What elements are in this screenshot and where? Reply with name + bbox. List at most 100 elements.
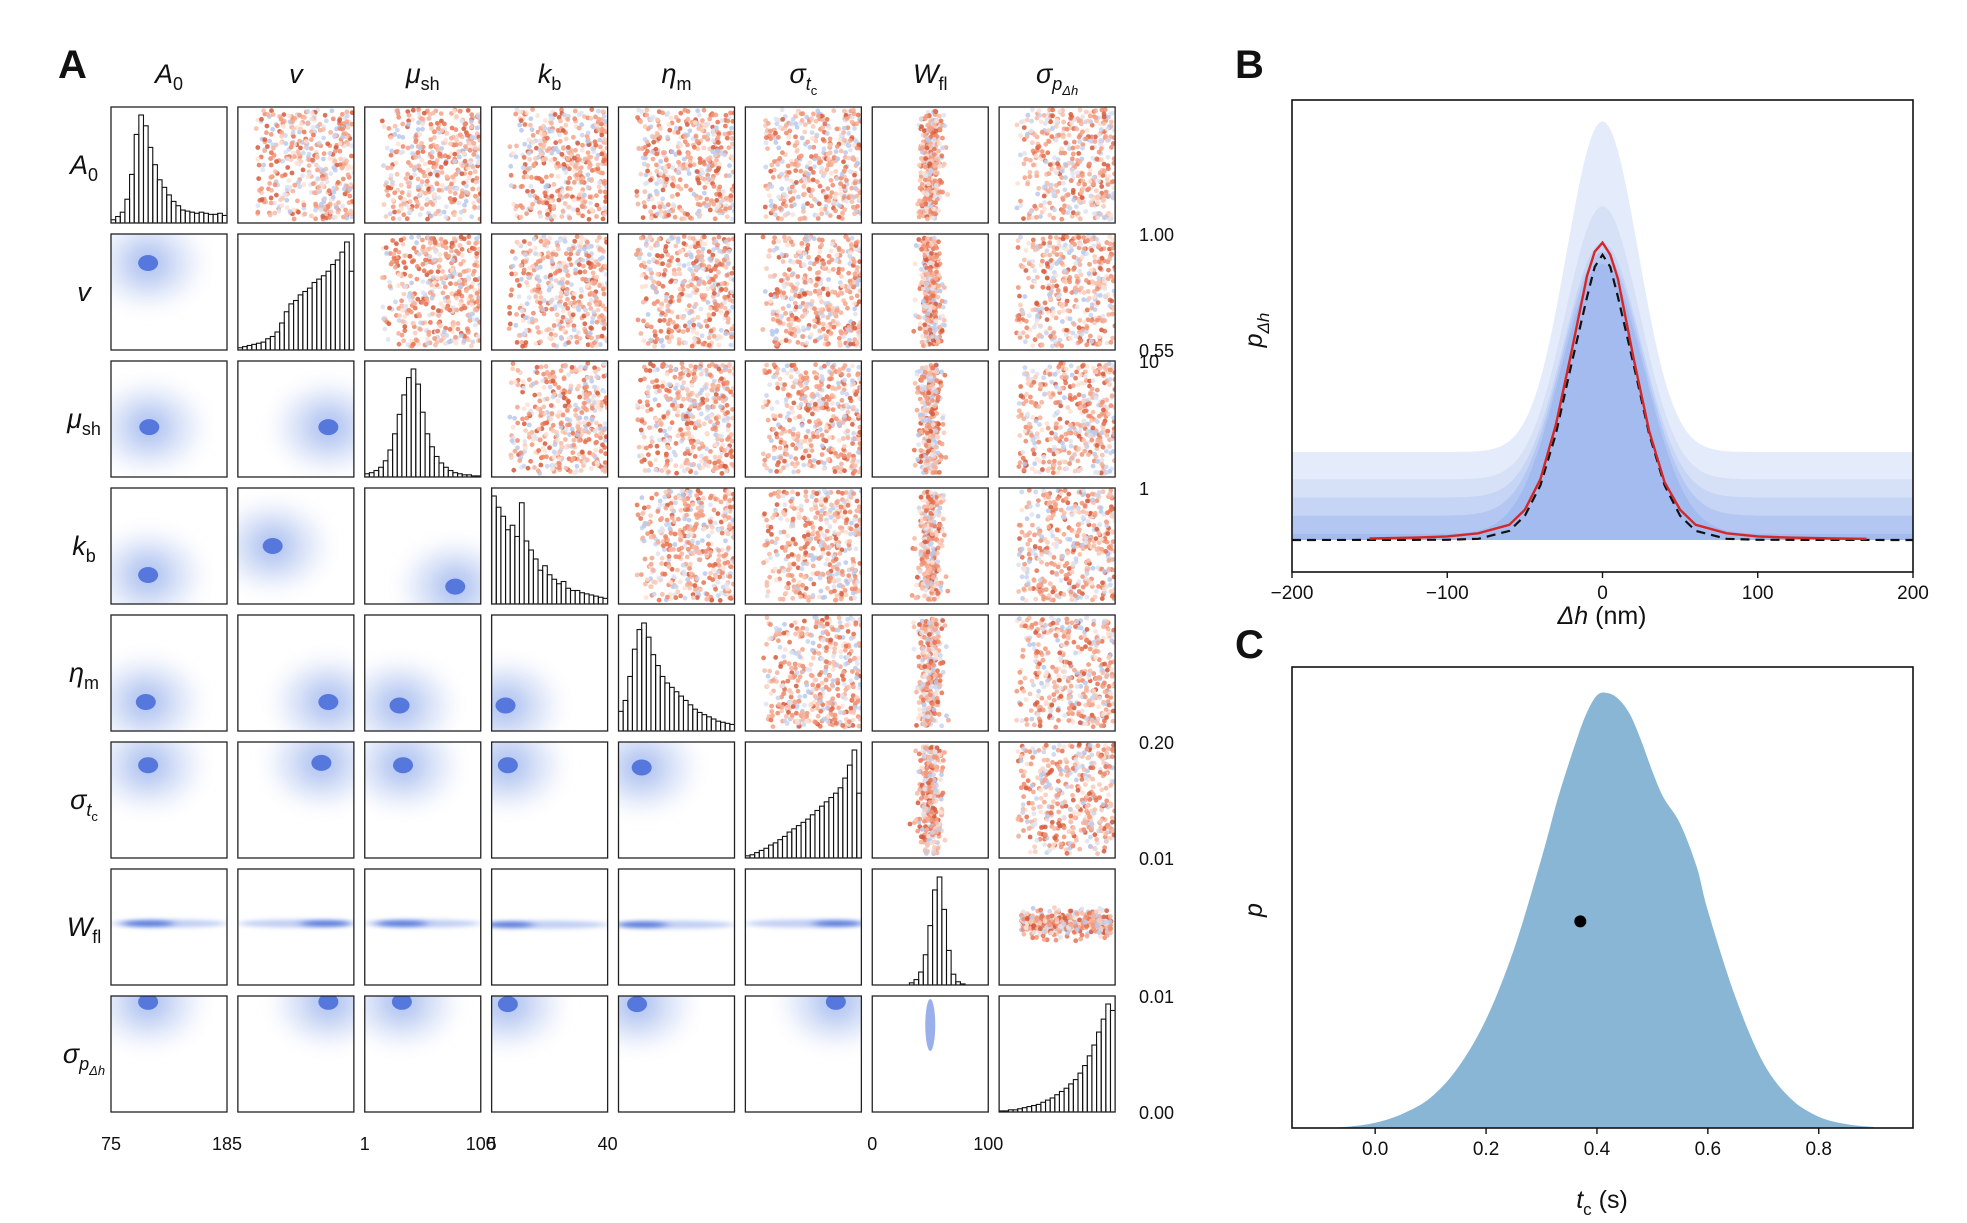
scatter-point bbox=[710, 176, 716, 182]
scatter-point bbox=[434, 181, 440, 187]
scatter-point bbox=[660, 283, 666, 289]
scatter-point bbox=[596, 184, 602, 190]
panel-a-label: A bbox=[58, 43, 87, 87]
scatter-point bbox=[800, 341, 805, 347]
scatter-point bbox=[777, 156, 783, 161]
scatter-point bbox=[828, 248, 834, 254]
scatter-point bbox=[672, 214, 678, 220]
scatter-point bbox=[1087, 171, 1092, 177]
scatter-point bbox=[648, 177, 653, 183]
scatter-point bbox=[917, 315, 922, 320]
scatter-cell bbox=[998, 106, 1116, 224]
scatter-point bbox=[695, 241, 701, 246]
scatter-point bbox=[560, 208, 566, 214]
scatter-point bbox=[261, 162, 266, 168]
scatter-point bbox=[535, 259, 541, 264]
scatter-point bbox=[264, 123, 270, 129]
scatter-point bbox=[473, 179, 479, 185]
scatter-point bbox=[785, 276, 791, 281]
scatter-point bbox=[932, 193, 938, 199]
scatter-point bbox=[398, 182, 404, 188]
scatter-point bbox=[722, 294, 728, 300]
scatter-point bbox=[457, 154, 462, 160]
scatter-point bbox=[445, 299, 451, 304]
scatter-point bbox=[933, 183, 939, 188]
scatter-point bbox=[670, 175, 676, 181]
scatter-point bbox=[1039, 129, 1045, 135]
scatter-point bbox=[691, 191, 697, 197]
scatter-point bbox=[437, 252, 443, 257]
scatter-point bbox=[390, 216, 396, 221]
scatter-point bbox=[315, 176, 321, 182]
scatter-point bbox=[847, 250, 853, 255]
scatter-point bbox=[570, 312, 576, 318]
scatter-point bbox=[1029, 140, 1035, 146]
scatter-point bbox=[1038, 203, 1044, 208]
scatter-point bbox=[413, 133, 419, 139]
scatter-point bbox=[528, 116, 534, 122]
scatter-point bbox=[473, 241, 478, 246]
scatter-point bbox=[1093, 115, 1099, 121]
scatter-point bbox=[534, 145, 539, 151]
scatter-point bbox=[687, 293, 693, 299]
scatter-point bbox=[1067, 206, 1073, 211]
scatter-point bbox=[1092, 174, 1097, 180]
scatter-point bbox=[432, 198, 438, 204]
scatter-point bbox=[722, 305, 728, 311]
scatter-point bbox=[520, 165, 526, 171]
scatter-point bbox=[298, 145, 303, 151]
scatter-point bbox=[456, 200, 462, 206]
scatter-point bbox=[760, 327, 766, 332]
scatter-point bbox=[462, 158, 468, 164]
scatter-point bbox=[603, 199, 608, 204]
scatter-point bbox=[1041, 153, 1046, 159]
scatter-point bbox=[707, 256, 713, 262]
histogram-bar bbox=[207, 213, 214, 223]
scatter-point bbox=[465, 326, 470, 332]
histogram-bar bbox=[193, 212, 200, 223]
scatter-point bbox=[646, 259, 652, 265]
scatter-point bbox=[778, 278, 784, 283]
scatter-point bbox=[434, 172, 440, 178]
scatter-point bbox=[588, 298, 594, 303]
scatter-point bbox=[467, 314, 473, 320]
scatter-point bbox=[637, 255, 642, 261]
scatter-point bbox=[340, 134, 345, 140]
scatter-point bbox=[337, 118, 342, 123]
scatter-point bbox=[578, 165, 584, 171]
scatter-point bbox=[407, 253, 413, 259]
scatter-point bbox=[770, 317, 776, 322]
scatter-point bbox=[917, 178, 923, 183]
scatter-point bbox=[1091, 211, 1097, 217]
scatter-point bbox=[714, 148, 720, 154]
scatter-point bbox=[339, 165, 345, 171]
scatter-point bbox=[686, 261, 692, 267]
scatter-point bbox=[385, 185, 391, 190]
scatter-point bbox=[429, 154, 435, 160]
scatter-point bbox=[595, 162, 601, 168]
scatter-point bbox=[707, 279, 712, 285]
scatter-point bbox=[563, 122, 569, 128]
scatter-point bbox=[940, 145, 945, 151]
scatter-point bbox=[789, 272, 795, 278]
scatter-point bbox=[666, 308, 671, 314]
scatter-point bbox=[541, 131, 547, 137]
scatter-point bbox=[810, 124, 816, 129]
scatter-point bbox=[439, 146, 444, 151]
scatter-point bbox=[400, 134, 406, 140]
scatter-point bbox=[723, 331, 729, 336]
scatter-point bbox=[576, 125, 582, 131]
scatter-point bbox=[272, 182, 278, 188]
scatter-point bbox=[1063, 175, 1068, 181]
scatter-point bbox=[414, 240, 419, 246]
scatter-point bbox=[344, 109, 350, 115]
scatter-point bbox=[655, 271, 661, 277]
scatter-point bbox=[1111, 288, 1116, 294]
scatter-point bbox=[404, 216, 410, 222]
scatter-point bbox=[792, 162, 798, 167]
scatter-point bbox=[677, 286, 683, 292]
histogram-bar bbox=[288, 303, 295, 350]
scatter-point bbox=[675, 184, 681, 189]
scatter-point bbox=[1063, 140, 1069, 146]
scatter-point bbox=[459, 119, 465, 124]
